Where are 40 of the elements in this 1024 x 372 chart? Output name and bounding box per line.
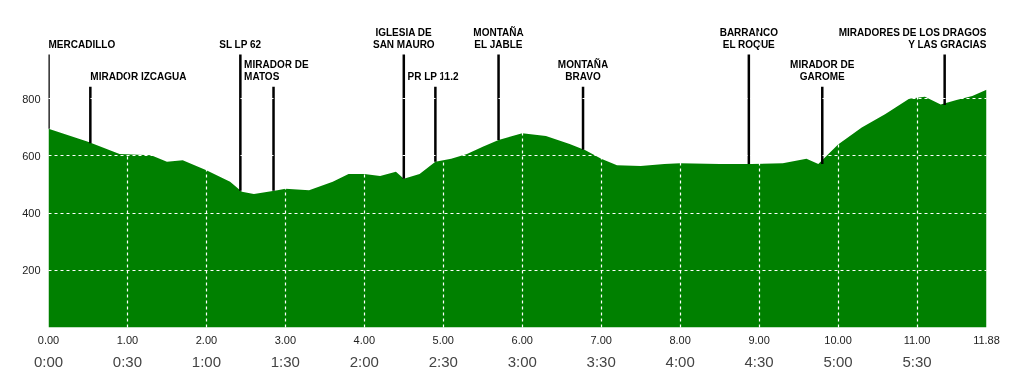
y-tick-label: 600 — [22, 150, 41, 162]
annotation: SL LP 62 — [219, 38, 262, 50]
x-tick-label: 8.00 — [669, 333, 691, 346]
x2-tick-label: 4:00 — [665, 352, 695, 370]
x-tick-label: 1.00 — [116, 333, 139, 346]
annotation: PR LP 11.2 — [407, 71, 459, 83]
x2-tick-label: 2:00 — [349, 352, 379, 370]
x-tick-label: 6.00 — [511, 333, 533, 346]
x-tick-label: 7.00 — [590, 333, 612, 346]
annotation: IGLESIA DE SAN MAURO — [372, 26, 435, 50]
y-tick-label: 400 — [22, 207, 41, 220]
x2-tick-label: 1:30 — [270, 352, 300, 370]
x-tick-label: 11.00 — [903, 333, 931, 346]
x2-tick-label: 5:30 — [902, 352, 932, 370]
annotation: MIRADOR DE GAROME — [790, 58, 855, 83]
x-tick-label: 4.00 — [353, 333, 376, 346]
x2-tick-label: 0:30 — [112, 352, 143, 370]
x-tick-label: 2.00 — [195, 333, 218, 346]
x-tick-label: 3.00 — [274, 333, 297, 346]
x-tick-label: 0.00 — [37, 333, 60, 346]
x-tick-label: 5.00 — [432, 333, 454, 346]
x-tick-label: 10.00 — [824, 333, 852, 346]
annotation: MIRADOR IZCAGUA — [90, 71, 187, 83]
x2-tick-label: 3:30 — [586, 352, 616, 370]
x-tick-label: 11.88 — [973, 333, 1000, 346]
annotation: MERCADILLO — [48, 38, 116, 50]
x2-tick-label: 1:00 — [191, 352, 222, 370]
y-tick-label: 800 — [22, 92, 41, 105]
x2-tick-label: 3:00 — [507, 352, 537, 370]
annotation: MIRADOR DE MATOS — [244, 58, 309, 83]
x2-tick-label: 2:30 — [428, 352, 458, 370]
annotation: MIRADORES DE LOS DRAGOS Y LAS GRACIAS — [838, 26, 987, 50]
y-tick-label: 200 — [22, 264, 41, 277]
x2-tick-label: 5:00 — [823, 352, 853, 370]
annotation: MONTAÑA BRAVO — [557, 57, 609, 83]
x2-tick-label: 0:00 — [33, 352, 64, 370]
x-tick-label: 9.00 — [748, 333, 770, 346]
x2-tick-label: 4:30 — [744, 352, 774, 370]
annotation: BARRANCO EL ROQUE — [719, 26, 779, 50]
annotation: MONTAÑA EL JABLE — [473, 25, 524, 50]
